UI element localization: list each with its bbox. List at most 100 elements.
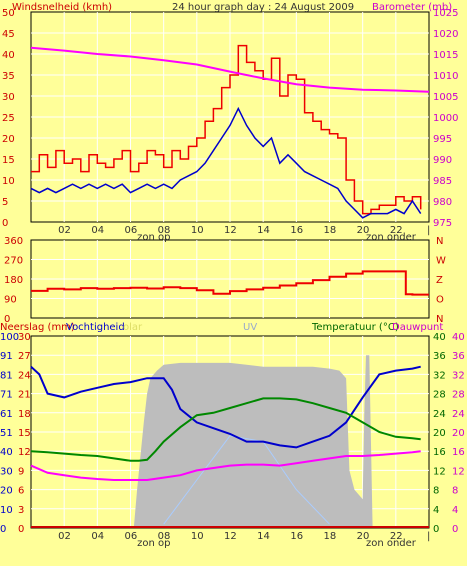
panel-1-left-tick: 5	[2, 197, 8, 208]
panel-3-humidity-tick: 10	[0, 505, 13, 516]
panel-1-left-tick: 20	[2, 134, 15, 145]
panel-1-x-tick: 14	[257, 225, 270, 236]
panel-3-left-label-humidity: Vochtigheid	[66, 322, 125, 333]
axis-labels: 0510152025303540455097598098599099510001…	[0, 8, 465, 549]
panel-2-left-tick: 90	[4, 295, 17, 306]
panel-2-left-tick: 0	[4, 314, 10, 325]
panel-1-left-label: Windsnelheid (kmh)	[12, 2, 112, 13]
panel-3-series	[30, 355, 429, 528]
panel-1-left-tick: 50	[2, 8, 15, 19]
panel-3-temp-tick: 4	[433, 505, 439, 516]
panel-3-dewpoint-tick: 32	[452, 370, 465, 381]
panel-3-temp-tick: 0	[433, 524, 439, 535]
humidity-line	[30, 365, 421, 449]
panel-1-right-tick: 985	[433, 176, 452, 187]
dewpoint-line	[30, 450, 421, 481]
panel-1-left-tick: 10	[2, 176, 15, 187]
solar-area	[31, 355, 429, 528]
panel-1-series	[30, 44, 430, 219]
panel-3-x-end-tick: |	[427, 531, 430, 542]
panel-3-x-tick: 02	[58, 531, 71, 542]
panel-3-humidity-tick: 61	[0, 409, 13, 420]
panel-1-x-end-tick: |	[427, 225, 430, 236]
panel-3-dewpoint-tick: 20	[452, 428, 465, 439]
panel-3-x-tick: 10	[191, 531, 204, 542]
panel-1-x-tick: 16	[290, 225, 303, 236]
panel-3-temp-tick: 24	[433, 409, 446, 420]
wind-gust-line	[31, 44, 422, 215]
panel-2-left-tick: 180	[4, 275, 23, 286]
wind-direction-line	[31, 270, 429, 296]
panel-2-compass-label: O	[436, 295, 444, 306]
panel-3-sunset-label: zon onder	[366, 538, 417, 549]
panel-3-x-tick: 16	[290, 531, 303, 542]
chart-title: 24 hour graph day : 24 August 2009	[172, 2, 354, 13]
panel-3-uv-label: UV	[243, 322, 257, 333]
panel-1-left-tick: 35	[2, 71, 15, 82]
panel-1-right-tick: 980	[433, 197, 452, 208]
panel-3-x-tick: 12	[224, 531, 237, 542]
panel-3-right-label-dewpoint: Dauwpunt	[392, 322, 443, 333]
panel-3-temp-tick: 32	[433, 370, 446, 381]
panel-3-x-tick: 14	[257, 531, 270, 542]
panel-3-solar-label: olar	[123, 322, 143, 333]
panel-1-right-tick: 1015	[433, 50, 458, 61]
panel-3-humidity-tick: 40	[0, 447, 13, 458]
panel-1-right-tick: 1020	[433, 29, 458, 40]
panel-1-sunset-label: zon onder	[366, 232, 417, 243]
panel-3-rain-tick: 0	[18, 524, 24, 535]
temperature-line	[30, 397, 421, 462]
panel-3-rain-tick: 21	[18, 390, 31, 401]
panel-3-dewpoint-tick: 36	[452, 351, 465, 362]
panel-3-dewpoint-tick: 12	[452, 466, 465, 477]
panel-2-left-tick: 270	[4, 256, 23, 267]
panel-1-left-tick: 0	[2, 218, 8, 229]
wind-speed-line	[30, 106, 422, 219]
panel-1-right-label: Barometer (mb)	[372, 2, 452, 13]
barometer-line	[30, 46, 430, 93]
panel-1-x-tick: 06	[125, 225, 138, 236]
panel-2-series	[31, 270, 429, 296]
panel-2-left-tick: 360	[4, 236, 23, 247]
panel-1-right-tick: 975	[433, 218, 452, 229]
panel-3-dewpoint-tick: 28	[452, 390, 465, 401]
panel-3-left-label-rain: Neerslag (mm)	[0, 322, 75, 333]
panel-1-sunrise-label: zon op	[137, 232, 170, 243]
panel-3-temp-tick: 36	[433, 351, 446, 362]
panel-3-x-tick: 20	[357, 531, 370, 542]
panel-2-compass-label: Z	[436, 275, 443, 286]
panel-3-sunrise-label: zon op	[137, 538, 170, 549]
panel-2-grid	[31, 240, 429, 318]
panel-3-rain-tick: 6	[18, 486, 24, 497]
panel-3-x-tick: 04	[91, 531, 104, 542]
panel-3-rain-tick: 24	[18, 370, 31, 381]
panel-2-compass-label: N	[436, 314, 443, 325]
panel-3-temp-tick: 12	[433, 466, 446, 477]
panel-3-dewpoint-tick: 24	[452, 409, 465, 420]
panel-3-humidity-tick: 0	[0, 524, 6, 535]
panel-3-x-tick: 22	[390, 531, 403, 542]
panel-1-left-tick: 25	[2, 113, 15, 124]
panel-3-humidity-tick: 81	[0, 370, 13, 381]
panel-1-x-tick: 18	[324, 225, 337, 236]
panel-3-dewpoint-tick: 0	[452, 524, 458, 535]
panel-3-rain-tick: 15	[18, 428, 31, 439]
panel-1-right-tick: 1000	[433, 113, 458, 124]
panel-3-temp-tick: 16	[433, 447, 446, 458]
panel-1-right-tick: 1025	[433, 8, 458, 19]
panel-1-right-tick: 990	[433, 155, 452, 166]
panel-1-x-tick: 12	[224, 225, 237, 236]
panel-3-right-label-temp: Temperatuur (°C)	[311, 322, 399, 333]
panel-1-right-tick: 1005	[433, 92, 458, 103]
panel-1-left-tick: 15	[2, 155, 15, 166]
panel-3-rain-tick: 3	[18, 505, 24, 516]
panel-3-rain-tick: 18	[18, 409, 31, 420]
panel-1-left-tick: 40	[2, 50, 15, 61]
panel-3-x-tick: 06	[125, 531, 138, 542]
panel-3-dewpoint-tick: 4	[452, 505, 458, 516]
panel-3-rain-tick: 27	[18, 351, 31, 362]
panel-1-left-tick: 30	[2, 92, 15, 103]
panel-3-humidity-tick: 100	[0, 332, 19, 343]
panel-3-dewpoint-tick: 16	[452, 447, 465, 458]
panel-3-rain-tick: 30	[18, 332, 31, 343]
